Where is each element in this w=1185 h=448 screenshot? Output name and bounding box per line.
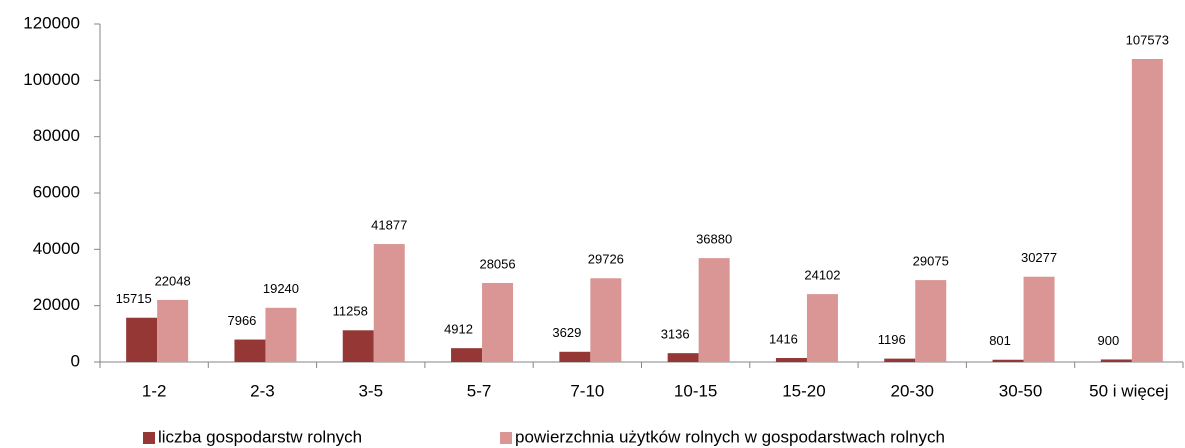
bar: [265, 307, 297, 362]
y-tick-label: 20000: [33, 295, 80, 314]
bar: [1131, 59, 1163, 362]
y-tick-label: 0: [71, 351, 80, 370]
bar: [342, 330, 374, 362]
x-tick-label: 50 i więcej: [1089, 381, 1168, 400]
bar: [1100, 359, 1132, 362]
x-tick-label: 1-2: [142, 381, 167, 400]
data-label: 15715: [116, 291, 152, 306]
bar: [482, 282, 514, 362]
data-label: 1196: [878, 332, 906, 347]
bar: [992, 359, 1024, 362]
x-tick-label: 20-30: [891, 381, 934, 400]
y-tick-label: 40000: [33, 239, 80, 258]
bar: [451, 348, 483, 362]
bar: [915, 280, 947, 362]
bar: [590, 278, 622, 362]
y-tick-label: 80000: [33, 126, 80, 145]
data-label: 24102: [804, 268, 840, 283]
x-tick-label: 10-15: [674, 381, 717, 400]
bar: [373, 244, 405, 362]
data-label: 28056: [479, 256, 515, 271]
x-tick-label: 7-10: [570, 381, 604, 400]
data-label: 7966: [227, 313, 256, 328]
bar: [806, 294, 838, 362]
data-label: 30277: [1021, 250, 1057, 265]
y-tick-label: 100000: [23, 70, 80, 89]
data-label: 3136: [661, 327, 690, 342]
bar: [1023, 276, 1055, 362]
x-tick-label: 2-3: [250, 381, 275, 400]
data-label: 19240: [263, 281, 299, 296]
data-label: 29075: [913, 254, 949, 269]
data-label: 41877: [371, 217, 407, 232]
data-label: 36880: [696, 232, 732, 247]
data-label: 11258: [333, 304, 368, 319]
legend-swatch: [500, 432, 512, 444]
data-label: 22048: [155, 273, 191, 288]
y-tick-label: 60000: [33, 182, 80, 201]
data-label: 900: [1097, 333, 1119, 348]
bar: [126, 317, 158, 362]
bar: [667, 353, 699, 362]
x-tick-label: 30-50: [999, 381, 1042, 400]
bar: [157, 299, 189, 362]
data-label: 1416: [769, 331, 798, 346]
x-tick-label: 5-7: [467, 381, 492, 400]
data-label: 107573: [1126, 32, 1169, 47]
bar: [775, 358, 807, 362]
x-tick-label: 15-20: [782, 381, 825, 400]
x-tick-label: 3-5: [358, 381, 383, 400]
bar: [559, 351, 591, 362]
y-tick-label: 120000: [23, 13, 80, 32]
data-label: 29726: [588, 252, 624, 267]
bar: [884, 358, 916, 362]
legend-swatch: [143, 432, 155, 444]
data-label: 4912: [444, 322, 473, 337]
bar: [698, 258, 730, 362]
legend-label: powierzchnia użytków rolnych w gospodars…: [515, 427, 945, 446]
data-label: 3629: [552, 325, 581, 340]
data-label: 801: [989, 333, 1011, 348]
legend-label: liczba gospodarstw rolnych: [158, 427, 362, 446]
bar: [234, 339, 266, 362]
